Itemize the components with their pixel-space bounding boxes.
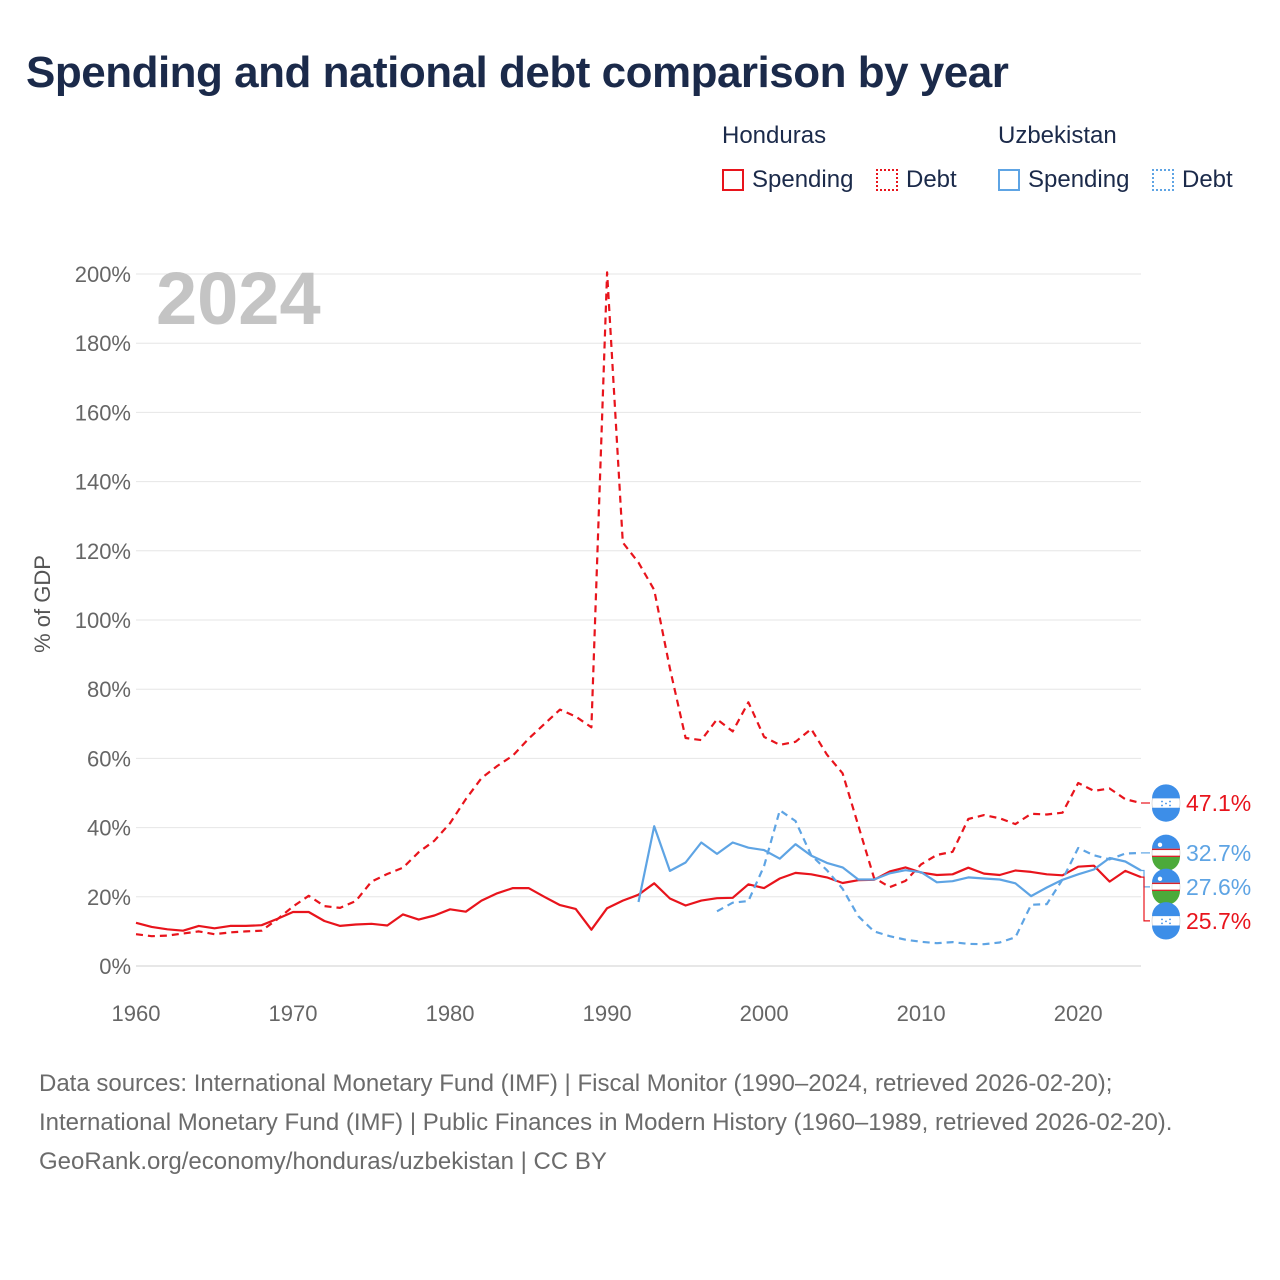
- end-value-label: 47.1%: [1186, 790, 1251, 816]
- x-tick-label: 1980: [426, 1001, 475, 1026]
- honduras-debt-line: [135, 271, 1142, 938]
- dotted-line-swatch-icon: [876, 169, 898, 191]
- legend-item-uzbekistan-spending[interactable]: Spending: [998, 166, 1129, 194]
- flag-star: [1165, 802, 1167, 805]
- legend-item-honduras-debt[interactable]: Debt: [876, 166, 957, 194]
- gridlines: [136, 273, 1141, 967]
- end-label-connector: [1141, 869, 1150, 888]
- flag-crescent: [1157, 842, 1163, 848]
- flag-stripe: [1152, 848, 1180, 851]
- x-axis-ticks: 1960 1970 1980 1990 2000 2010 2020: [112, 1001, 1103, 1026]
- y-tick-label: 120%: [75, 539, 131, 564]
- flag-stripe: [1152, 889, 1180, 892]
- flag-star: [1161, 918, 1163, 921]
- flag-star: [1169, 922, 1171, 925]
- solid-line-swatch-icon: [998, 169, 1020, 191]
- y-tick-label: 140%: [75, 470, 131, 495]
- legend-label: Debt: [1182, 166, 1233, 193]
- flag-band-top: [1152, 902, 1180, 917]
- flag-band-bottom: [1152, 857, 1180, 872]
- flag-band-bottom: [1152, 925, 1180, 940]
- flag-star: [1161, 804, 1163, 807]
- flag-star: [1161, 922, 1163, 925]
- y-tick-label: 160%: [75, 400, 131, 425]
- x-tick-label: 2000: [740, 1001, 789, 1026]
- line-chart: 2024 0% 20% 40% 60% 80% 100% 120% 140% 160% 180% 2…: [30, 257, 1251, 1026]
- footer: Data sources: International Monetary Fun…: [39, 1064, 1239, 1181]
- legend-label: Debt: [906, 166, 957, 193]
- flag-band-top: [1152, 784, 1180, 799]
- flag-band-top: [1152, 834, 1180, 849]
- uzbekistan-debt-line: [716, 809, 1142, 946]
- y-tick-label: 60%: [87, 746, 131, 771]
- flag-star: [1165, 920, 1167, 923]
- legend-country-uzbekistan: Uzbekistan: [998, 122, 1117, 149]
- honduras-flag-icon: [1151, 784, 1181, 822]
- legend-item-uzbekistan-debt[interactable]: Debt: [1152, 166, 1233, 194]
- flag-star: [1169, 804, 1171, 807]
- y-tick-label: 40%: [87, 816, 131, 841]
- series-lines: [135, 271, 1142, 946]
- dotted-line-swatch-icon: [1152, 169, 1174, 191]
- y-tick-label: 80%: [87, 677, 131, 702]
- end-value-label: 25.7%: [1186, 908, 1251, 934]
- data-sources: Data sources: International Monetary Fun…: [39, 1070, 1173, 1136]
- chart-title: Spending and national debt comparison by…: [26, 48, 1009, 97]
- end-labels: 47.1% 32.7% 27.6% 25.7%: [1141, 784, 1251, 940]
- credit-link[interactable]: GeoRank.org/economy/honduras/uzbekistan …: [39, 1148, 607, 1175]
- y-tick-label: 180%: [75, 331, 131, 356]
- x-tick-label: 1970: [269, 1001, 318, 1026]
- year-watermark: 2024: [156, 257, 321, 340]
- legend-label: Spending: [752, 166, 854, 193]
- legend-label: Spending: [1028, 166, 1130, 193]
- legend-item-honduras-spending[interactable]: Spending: [722, 166, 853, 194]
- end-value-label: 32.7%: [1186, 840, 1251, 866]
- end-value-label: 27.6%: [1186, 874, 1251, 900]
- flag-stripe: [1152, 882, 1180, 885]
- y-tick-label: 100%: [75, 608, 131, 633]
- y-tick-label: 0%: [99, 954, 131, 979]
- flag-star: [1169, 918, 1171, 921]
- uzbekistan-flag-icon: [1151, 834, 1181, 872]
- flag-stripe: [1152, 855, 1180, 858]
- honduras-spending-line: [135, 864, 1142, 932]
- y-axis-label: % of GDP: [30, 555, 55, 653]
- solid-line-swatch-icon: [722, 169, 744, 191]
- honduras-flag-icon: [1151, 902, 1181, 940]
- flag-band-top: [1152, 868, 1180, 883]
- x-tick-label: 1990: [583, 1001, 632, 1026]
- y-axis-ticks: 0% 20% 40% 60% 80% 100% 120% 140% 160% 180% 200%: [75, 262, 131, 979]
- end-label-connector: [1141, 876, 1150, 922]
- legend-country-honduras: Honduras: [722, 122, 827, 149]
- flag-band-bottom: [1152, 891, 1180, 906]
- flag-star: [1161, 800, 1163, 803]
- flag-band-bottom: [1152, 807, 1180, 822]
- x-tick-label: 2010: [897, 1001, 946, 1026]
- uzbekistan-spending-line: [637, 825, 1142, 903]
- flag-crescent: [1157, 876, 1163, 882]
- x-tick-label: 1960: [112, 1001, 161, 1026]
- y-tick-label: 20%: [87, 885, 131, 910]
- uzbekistan-flag-icon: [1151, 868, 1181, 906]
- flag-star: [1169, 800, 1171, 803]
- y-tick-label: 200%: [75, 262, 131, 287]
- x-tick-label: 2020: [1054, 1001, 1103, 1026]
